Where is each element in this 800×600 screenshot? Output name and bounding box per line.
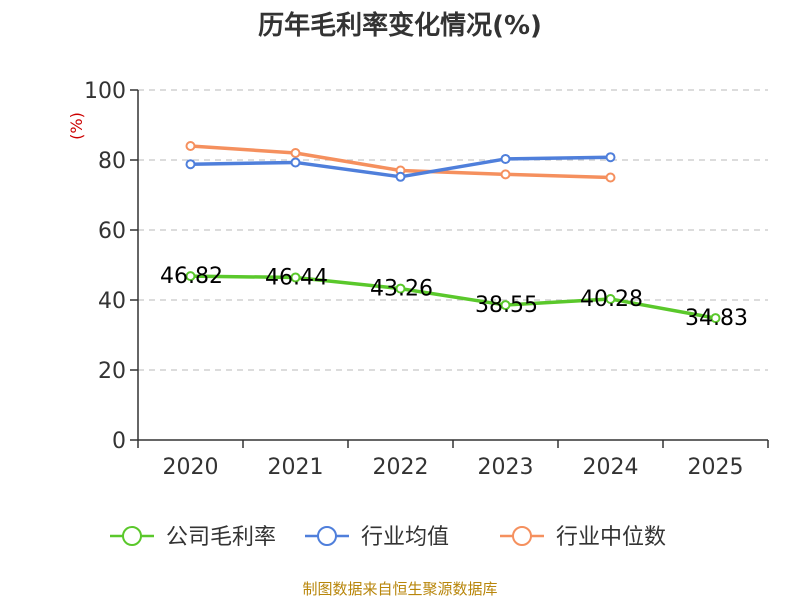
x-tick-label: 2024	[583, 455, 639, 480]
data-point	[395, 283, 406, 294]
y-tick-label: 100	[84, 79, 126, 104]
x-tick-label: 2021	[268, 455, 324, 480]
y-tick-label: 80	[98, 149, 126, 174]
data-point	[185, 159, 196, 170]
series-group	[185, 141, 721, 324]
data-point	[500, 153, 511, 164]
data-point	[185, 141, 196, 151]
axes: 0 20 40 60 80 100 2020 2021 2022 2023 2024 2025	[84, 79, 769, 480]
legend-item[interactable]: 行业均值	[305, 525, 449, 550]
data-labels: 46.82 46.44 43.26 38.55 40.28 34.83	[160, 264, 748, 331]
y-tick-label: 20	[98, 359, 126, 384]
legend-marker	[317, 526, 337, 546]
legend[interactable]: 公司毛利率 行业均值 行业中位数	[110, 525, 666, 550]
data-label: 46.44	[265, 265, 328, 290]
data-point	[605, 294, 616, 305]
legend-label: 行业均值	[361, 525, 449, 550]
data-label: 34.83	[685, 306, 748, 331]
chart-title: 历年毛利率变化情况(%)	[258, 10, 542, 41]
x-tick-label: 2023	[478, 455, 534, 480]
data-point	[605, 152, 616, 163]
data-point	[185, 271, 196, 282]
legend-marker	[512, 526, 532, 546]
source-note: 制图数据来自恒生聚源数据库	[302, 580, 497, 598]
grid-lines	[138, 89, 768, 371]
data-label: 43.26	[370, 277, 433, 302]
y-tick-label: 40	[98, 289, 126, 314]
legend-label: 公司毛利率	[166, 525, 276, 550]
y-tick-label: 0	[112, 429, 126, 454]
data-point	[395, 171, 406, 182]
legend-item[interactable]: 行业中位数	[500, 525, 666, 550]
data-point	[290, 148, 301, 158]
legend-label: 行业中位数	[556, 525, 666, 550]
series-line	[188, 274, 718, 320]
x-tick-label: 2025	[688, 455, 744, 480]
data-point	[500, 169, 511, 180]
legend-item[interactable]: 公司毛利率	[110, 525, 276, 550]
data-label: 40.28	[580, 287, 643, 312]
legend-marker	[122, 526, 142, 546]
x-tick-label: 2022	[373, 455, 429, 480]
data-point	[605, 172, 616, 183]
data-point	[290, 272, 301, 283]
y-axis-label: (%)	[67, 112, 86, 140]
data-label: 38.55	[475, 293, 538, 318]
data-point	[500, 300, 511, 311]
data-point	[710, 313, 721, 324]
data-point	[290, 157, 301, 168]
x-tick-label: 2020	[163, 455, 219, 480]
y-tick-label: 60	[98, 219, 126, 244]
data-label: 46.82	[160, 264, 223, 289]
